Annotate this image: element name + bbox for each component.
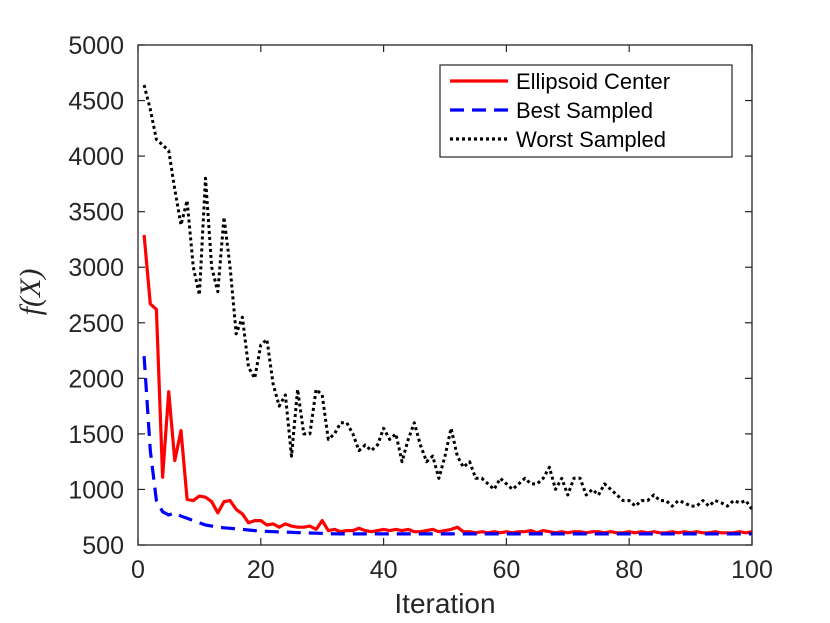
x-tick-label: 60 <box>492 556 520 584</box>
axes <box>137 44 753 546</box>
y-tick-label: 2000 <box>68 365 124 393</box>
y-tick-label: 4500 <box>68 88 124 116</box>
y-tick-label: 3500 <box>68 199 124 227</box>
y-tick-label: 4000 <box>68 143 124 171</box>
series-line-ellipsoid-center <box>142 234 753 535</box>
x-axis-title: Iteration <box>394 588 495 619</box>
ticks: 0 20 40 60 80 100 500 1000 1500 2000 2500 3000 3500 4… <box>68 32 772 584</box>
y-tick-label: 5000 <box>68 32 124 60</box>
x-tick-label: 20 <box>247 556 275 584</box>
series-line-best-sampled <box>142 355 752 536</box>
y-tick-label: 2500 <box>68 310 124 338</box>
y-tick-label: 3000 <box>68 254 124 282</box>
x-tick-label: 0 <box>131 556 145 584</box>
y-tick-label: 1500 <box>68 421 124 449</box>
x-tick-label: 80 <box>615 556 643 584</box>
y-axis-title-text: f(X) <box>14 269 47 316</box>
legend-label: Ellipsoid Center <box>516 69 670 94</box>
legend: Ellipsoid Center Best Sampled Worst Sample… <box>439 64 733 158</box>
y-axis-title: f(X) <box>14 269 47 316</box>
x-tick-label: 100 <box>731 556 773 584</box>
series-layer <box>142 84 754 536</box>
legend-label: Worst Sampled <box>516 127 666 152</box>
y-tick-label: 1000 <box>68 476 124 504</box>
plot-frame <box>137 44 753 546</box>
axis-labels: Iteration f(X) <box>14 269 496 619</box>
legend-label: Best Sampled <box>516 98 653 123</box>
series-line-worst-sampled <box>142 84 754 511</box>
x-tick-label: 40 <box>370 556 398 584</box>
y-tick-label: 500 <box>82 532 124 560</box>
